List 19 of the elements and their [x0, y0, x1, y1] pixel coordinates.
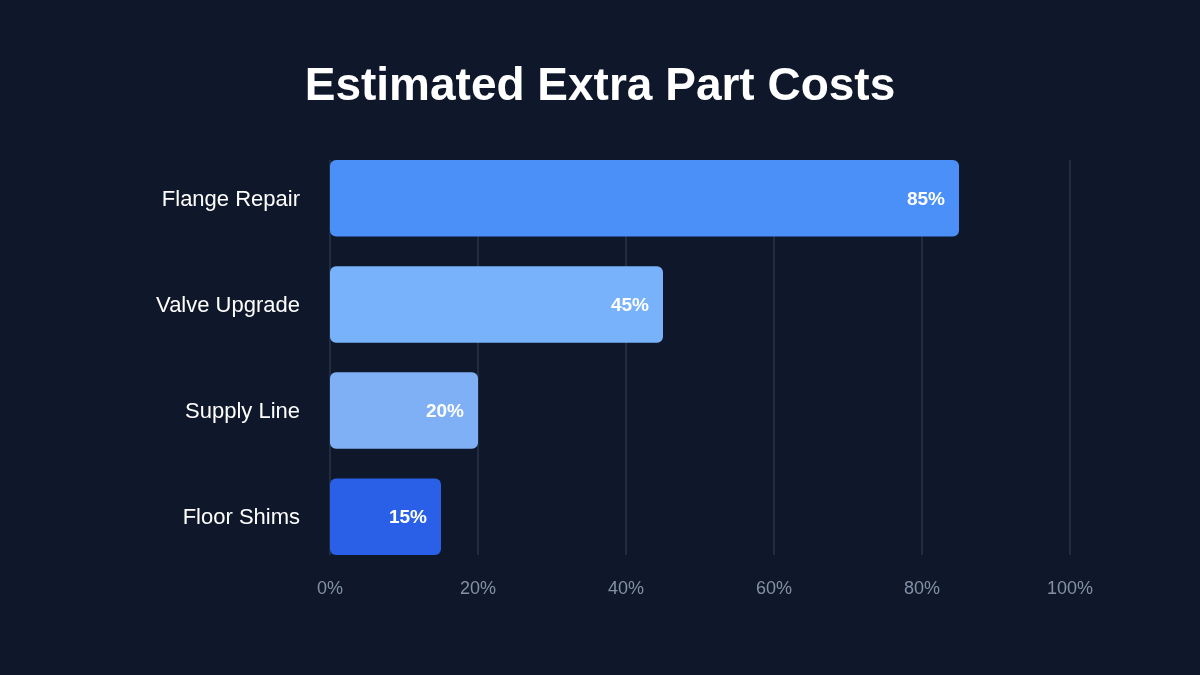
x-tick-label: 60%: [755, 578, 793, 598]
x-tick-label: 20%: [459, 578, 497, 598]
x-tick-label: 40%: [607, 578, 645, 598]
y-tick-label: Floor Shims: [182, 504, 300, 530]
bar: [330, 266, 663, 343]
bar: [330, 372, 478, 449]
bar: [330, 160, 959, 237]
y-tick-label: Valve Upgrade: [156, 292, 300, 318]
x-tick-label: 100%: [1046, 578, 1094, 598]
data-label: 15%: [388, 506, 428, 528]
data-label: 20%: [425, 400, 465, 422]
x-tick-label: 80%: [903, 578, 941, 598]
y-tick-label: Supply Line: [185, 398, 300, 424]
data-label: 85%: [906, 187, 946, 209]
chart-title: Estimated Extra Part Costs: [304, 58, 896, 110]
y-tick-label: Flange Repair: [161, 185, 300, 211]
data-label: 45%: [610, 294, 650, 316]
bar: [330, 478, 441, 555]
x-tick-label: 0%: [316, 578, 344, 598]
